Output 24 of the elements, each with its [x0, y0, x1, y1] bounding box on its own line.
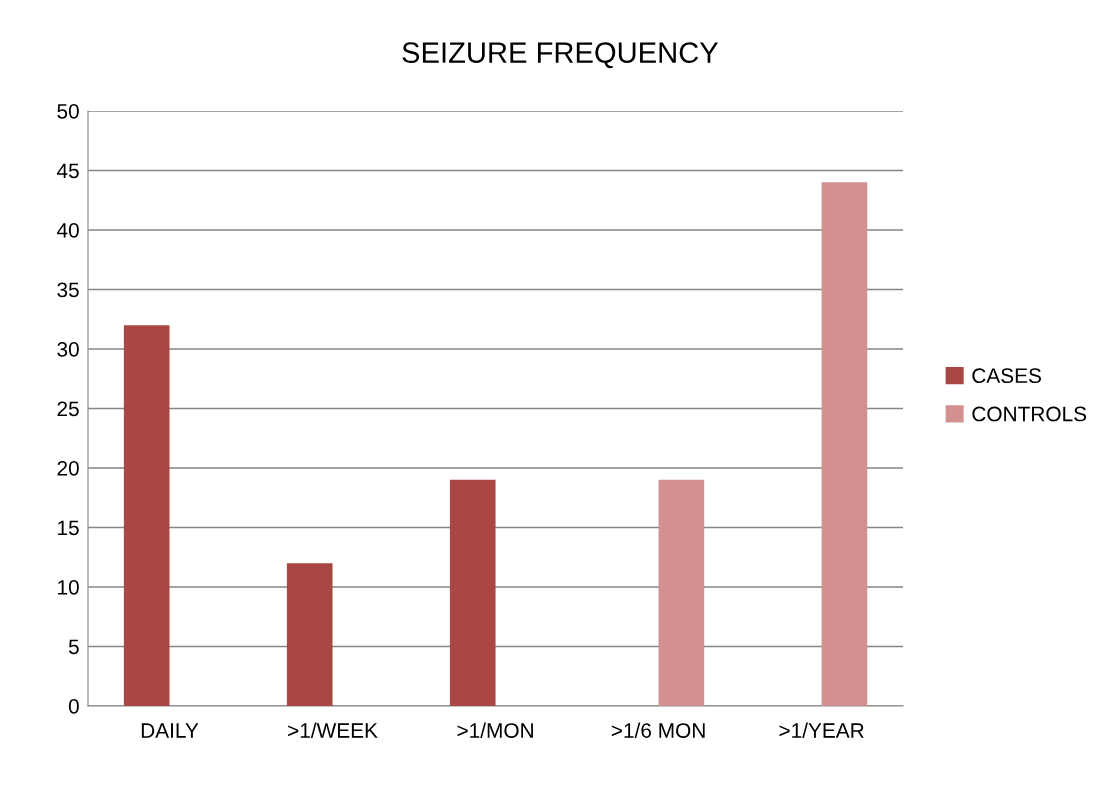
x-tick-label: >1/MON	[457, 722, 533, 738]
legend-label: CASES	[972, 368, 1041, 384]
bar	[658, 479, 705, 706]
y-tick-label: 0	[68, 698, 79, 714]
bar	[449, 479, 496, 706]
bar	[821, 182, 868, 706]
y-tick-label: 45	[56, 163, 79, 179]
y-tick-label: 20	[57, 460, 79, 476]
x-tick-label: DAILY	[141, 723, 199, 738]
legend-label: CONTROLS	[972, 406, 1087, 422]
y-tick-label: 5	[68, 639, 79, 655]
y-tick-label: 30	[57, 341, 79, 357]
y-tick-label: 50	[57, 103, 79, 119]
y-tick-label: 25	[57, 401, 79, 417]
y-tick-label: 15	[58, 520, 79, 536]
y-tick-label: 10	[58, 579, 79, 595]
bar	[286, 563, 333, 706]
bar	[123, 325, 170, 706]
x-tick-label: >1/WEEK	[288, 722, 378, 738]
x-tick-label: >1/6 MON	[611, 722, 705, 738]
y-tick-label: 40	[56, 222, 79, 238]
x-tick-label: >1/YEAR	[779, 722, 864, 738]
chart-title: SEIZURE FREQUENCY	[402, 42, 719, 69]
y-tick-label: 35	[57, 282, 79, 298]
